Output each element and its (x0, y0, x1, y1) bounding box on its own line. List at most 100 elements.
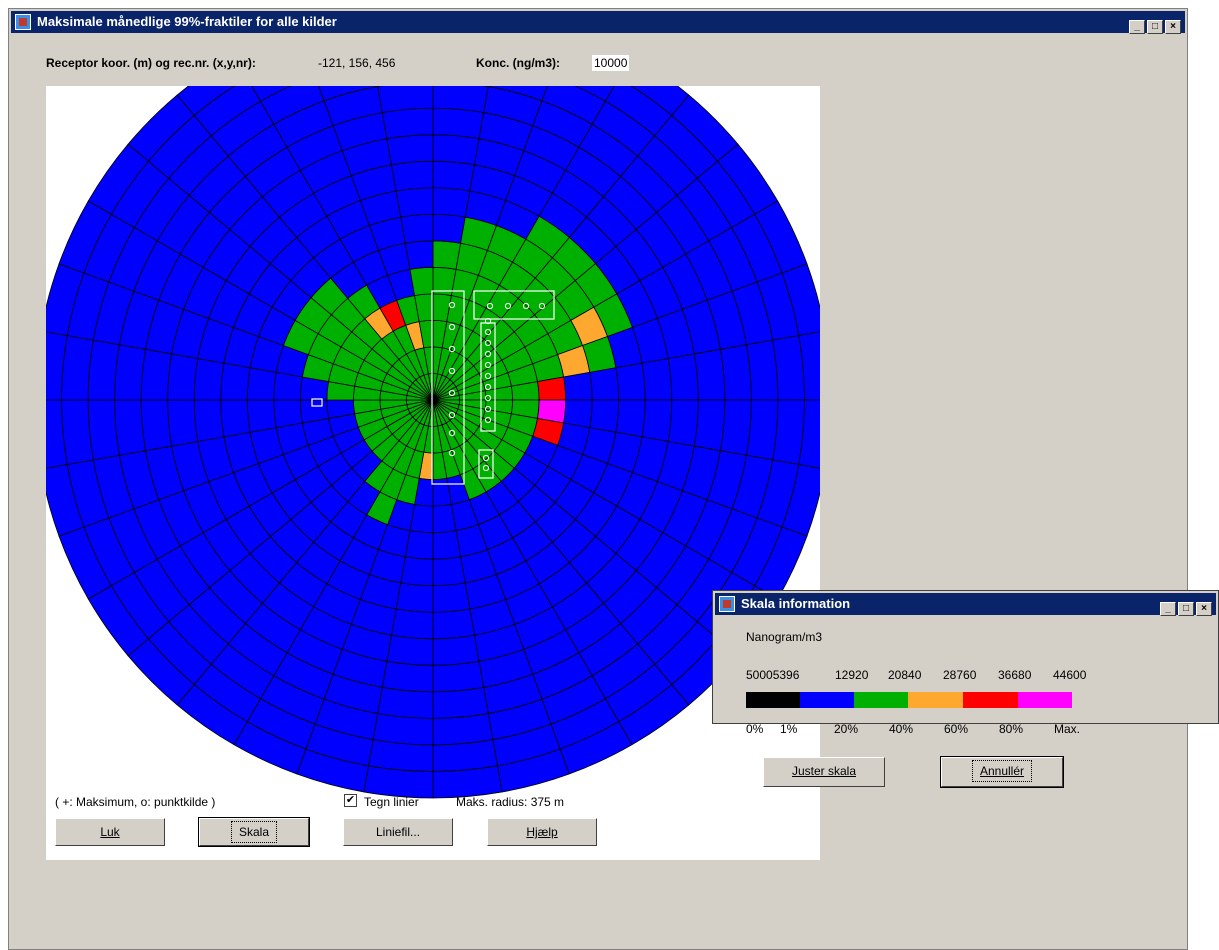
percent-label-4: 60% (944, 722, 969, 736)
point-source-icon (482, 454, 490, 462)
scale-value-0: 50005396 (746, 668, 800, 682)
scale-value-5: 44600 (1053, 668, 1087, 682)
plot-cell (246, 399, 277, 433)
point-source-icon (448, 389, 456, 397)
point-source-icon (484, 350, 492, 358)
scale-value-4: 36680 (998, 668, 1032, 682)
plot-cell (391, 160, 434, 192)
receptor-value: -121, 156, 456 (318, 56, 396, 70)
plot-cell (746, 339, 779, 401)
plot-cell (140, 348, 173, 401)
polar-plot-area[interactable] (34, 1, 832, 860)
point-source-icon (448, 449, 456, 457)
plot-cell (432, 134, 480, 166)
scale-bar-red (963, 692, 1018, 708)
scale-window-title: Skala information (741, 596, 851, 611)
scale-close-icon[interactable]: × (1196, 602, 1212, 616)
help-button-label: Hjælp (526, 825, 558, 839)
scale-title-bar[interactable]: Skala information _ □ × (715, 593, 1216, 616)
plot-cell (368, 739, 434, 772)
plot-cell (432, 713, 494, 746)
help-button[interactable]: Hjælp (487, 818, 597, 846)
plot-cell (615, 399, 646, 438)
plot-cell (432, 187, 471, 218)
point-source-icon (448, 345, 456, 353)
legend-text: ( +: Maksimum, o: punktkilde ) (55, 795, 216, 809)
source-markers (311, 290, 555, 485)
linefile-button-label: Liniefil... (375, 825, 421, 839)
app-icon (15, 14, 31, 30)
point-source-icon (484, 383, 492, 391)
scale-bar-orange (908, 692, 963, 708)
scale-minimize-icon[interactable]: _ (1160, 602, 1176, 616)
close-button[interactable]: Luk (55, 818, 165, 846)
receptor-label: Receptor koor. (m) og rec.nr. (x,y,nr): (46, 56, 256, 70)
main-title-bar[interactable]: Maksimale månedlige 99%-fraktiler for al… (11, 11, 1185, 34)
plot-cell (400, 213, 434, 244)
plot-cell (719, 344, 752, 401)
plot-cell (377, 686, 434, 719)
building-outline (473, 290, 555, 320)
linefile-button[interactable]: Liniefil... (343, 818, 453, 846)
draw-lines-checkbox[interactable]: ✔ (344, 794, 357, 807)
plot-cell (746, 399, 779, 461)
plot-cell (432, 739, 498, 772)
scale-bar-magenta (1018, 692, 1072, 708)
scale-button-label: Skala (230, 821, 278, 843)
plot-cell (772, 335, 805, 401)
scale-bar-green (854, 692, 908, 708)
plot-cell (87, 339, 120, 401)
point-source-icon (484, 372, 492, 380)
close-icon[interactable]: × (1165, 20, 1181, 34)
plot-cell (246, 367, 277, 401)
plot-cell (432, 686, 489, 719)
point-source-icon (484, 416, 492, 424)
point-source-icon (504, 302, 512, 310)
plot-cell (167, 399, 199, 447)
plot-cell (432, 634, 480, 666)
maximize-icon[interactable]: □ (1147, 20, 1163, 34)
concentration-polar-plot[interactable] (34, 1, 832, 860)
cancel-button[interactable]: Annullér (940, 756, 1064, 788)
point-source-icon (522, 302, 530, 310)
point-source-icon (484, 361, 492, 369)
plot-cell (381, 660, 434, 693)
plot-cell (400, 556, 434, 587)
plot-cell (381, 107, 434, 140)
point-source-icon (538, 302, 546, 310)
plot-cell (377, 81, 434, 114)
plot-cell (193, 358, 225, 401)
plot-cell (273, 399, 303, 429)
point-source-icon (486, 302, 494, 310)
plot-cell (193, 399, 225, 442)
point-source-icon (448, 411, 456, 419)
plot-cell (87, 399, 120, 461)
plot-cell (432, 660, 485, 693)
plot-cell (615, 362, 646, 401)
adjust-scale-button[interactable]: Juster skala (763, 757, 885, 787)
point-source-icon (484, 339, 492, 347)
building-outline (311, 398, 323, 407)
main-window-title: Maksimale månedlige 99%-fraktiler for al… (37, 14, 337, 29)
plot-cell (667, 399, 699, 447)
plot-cell (772, 399, 805, 465)
scale-value-1: 12920 (835, 668, 869, 682)
scale-button[interactable]: Skala (198, 817, 310, 847)
konc-value[interactable]: 10000 (592, 55, 630, 71)
plot-cell (114, 344, 147, 401)
point-source-icon (484, 317, 492, 325)
scale-bar-black (746, 692, 800, 708)
plot-cell (589, 399, 620, 433)
scale-unit: Nanogram/m3 (746, 630, 823, 644)
point-source-icon (448, 323, 456, 331)
plot-cell (404, 240, 434, 270)
minimize-icon[interactable]: _ (1129, 20, 1145, 34)
plot-cell (432, 556, 466, 587)
plot-cell (641, 358, 673, 401)
point-source-icon (482, 464, 490, 472)
plot-cell (432, 160, 475, 192)
close-button-label: Luk (100, 825, 120, 839)
plot-cell (719, 399, 752, 456)
plot-cell (395, 582, 434, 613)
scale-maximize-icon[interactable]: □ (1178, 602, 1194, 616)
